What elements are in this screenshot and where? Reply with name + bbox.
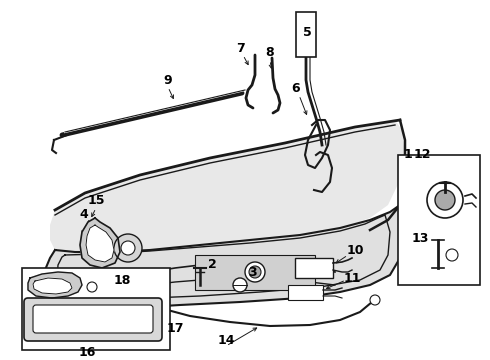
Circle shape	[245, 262, 265, 282]
Polygon shape	[86, 225, 114, 262]
Bar	[22, 268, 170, 350]
Text: 6: 6	[292, 81, 300, 94]
Text: 5: 5	[303, 26, 311, 39]
Bar	[295, 258, 333, 278]
Text: 7: 7	[236, 41, 245, 54]
Circle shape	[121, 241, 135, 255]
Circle shape	[427, 182, 463, 218]
Polygon shape	[45, 205, 403, 308]
Circle shape	[87, 282, 97, 292]
Bar	[398, 155, 480, 285]
Text: 16: 16	[78, 346, 96, 359]
Text: 13: 13	[411, 231, 429, 244]
Text: 17: 17	[166, 321, 184, 334]
Circle shape	[249, 266, 261, 278]
Bar	[195, 255, 315, 290]
Text: 1: 1	[404, 148, 413, 162]
Circle shape	[435, 190, 455, 210]
Polygon shape	[33, 278, 72, 294]
Text: 8: 8	[266, 45, 274, 58]
FancyBboxPatch shape	[24, 298, 162, 341]
Polygon shape	[28, 272, 82, 298]
Polygon shape	[80, 218, 120, 268]
Bar	[296, 12, 316, 57]
Text: 12: 12	[413, 148, 431, 162]
Circle shape	[370, 295, 380, 305]
Circle shape	[233, 278, 247, 292]
Circle shape	[114, 234, 142, 262]
Text: 10: 10	[346, 243, 364, 256]
FancyBboxPatch shape	[33, 305, 153, 333]
Text: 3: 3	[247, 266, 256, 279]
Bar	[288, 285, 323, 300]
Text: 9: 9	[164, 73, 172, 86]
Text: 18: 18	[113, 274, 131, 287]
Text: 4: 4	[79, 208, 88, 221]
Text: 11: 11	[343, 271, 361, 284]
Text: 14: 14	[217, 333, 235, 346]
Circle shape	[446, 249, 458, 261]
Text: 15: 15	[87, 194, 105, 207]
Polygon shape	[50, 120, 405, 252]
Text: 2: 2	[208, 258, 217, 271]
